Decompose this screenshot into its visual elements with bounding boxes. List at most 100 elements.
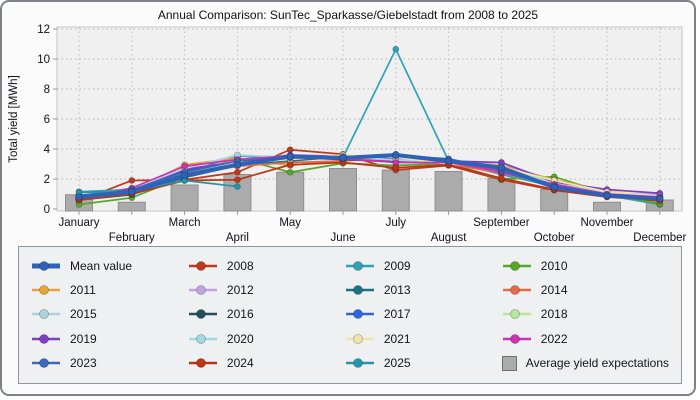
legend-line-swatch-icon bbox=[502, 309, 531, 320]
bar-february bbox=[117, 201, 146, 212]
legend-label: 2012 bbox=[226, 283, 254, 298]
x-tick-label-january: January bbox=[59, 217, 100, 229]
legend-line-swatch-icon bbox=[502, 333, 531, 344]
legend-item-2023[interactable]: 2023 bbox=[31, 356, 188, 371]
legend-label: 2015 bbox=[70, 307, 97, 322]
bar-november bbox=[593, 201, 621, 212]
y-tick-label-0: 0 bbox=[44, 204, 50, 216]
x-tick-label-october: October bbox=[534, 232, 575, 244]
legend-line-swatch-icon bbox=[32, 358, 60, 369]
series-marker-2024 bbox=[392, 164, 400, 172]
legend-label: 2019 bbox=[70, 331, 97, 346]
series-marker-2008 bbox=[128, 177, 136, 184]
legend-line-swatch-icon bbox=[188, 285, 217, 296]
y-tick-label-8: 8 bbox=[44, 84, 50, 96]
series-marker-mean-value bbox=[75, 193, 83, 201]
legend-line-swatch-icon bbox=[188, 309, 217, 320]
bar-may bbox=[276, 171, 305, 212]
series-marker-2010 bbox=[286, 168, 294, 176]
legend-label: 2010 bbox=[540, 259, 568, 274]
legend-bar-swatch-icon bbox=[501, 355, 517, 371]
series-marker-2009 bbox=[392, 45, 400, 53]
x-tick-label-april: April bbox=[226, 232, 249, 244]
legend-label: Mean value bbox=[70, 259, 133, 274]
x-tick-label-may: May bbox=[279, 217, 301, 229]
legend-label: 2023 bbox=[70, 356, 97, 371]
y-tick-label-2: 2 bbox=[44, 174, 50, 186]
bar-june bbox=[329, 168, 357, 212]
bar-august bbox=[434, 171, 463, 212]
legend: Mean value 2008 2009 2010 2011 2012 2013 2014 20… bbox=[18, 246, 682, 384]
series-marker-mean-value bbox=[550, 183, 558, 192]
legend-line-swatch-icon bbox=[32, 333, 60, 344]
bar-july bbox=[381, 169, 410, 212]
series-marker-2022 bbox=[181, 162, 189, 170]
series-marker-2024 bbox=[286, 161, 294, 169]
series-line-2025 bbox=[78, 179, 239, 194]
legend-label: 2025 bbox=[383, 356, 411, 371]
legend-label: 2020 bbox=[226, 331, 254, 346]
bar-march bbox=[170, 184, 199, 212]
series-marker-mean-value bbox=[286, 152, 295, 161]
series-marker-2024 bbox=[233, 176, 241, 184]
legend-line-swatch-icon bbox=[345, 358, 374, 369]
series-marker-2025 bbox=[233, 183, 241, 190]
legend-label: 2016 bbox=[226, 307, 254, 322]
legend-line-swatch-icon bbox=[32, 285, 60, 296]
chart-title: Annual Comparison: SunTec_Sparkasse/Gieb… bbox=[157, 8, 539, 22]
x-tick-label-march: March bbox=[169, 217, 201, 229]
legend-label: 2018 bbox=[540, 307, 568, 322]
legend-line-swatch-icon bbox=[345, 309, 374, 320]
legend-line-swatch-icon bbox=[32, 261, 60, 272]
legend-item-2008[interactable]: 2008 bbox=[188, 259, 345, 273]
legend-line-swatch-icon bbox=[345, 333, 374, 344]
legend-label: 2017 bbox=[383, 307, 411, 322]
x-tick-label-september: September bbox=[473, 217, 529, 229]
legend-line-swatch-icon bbox=[188, 261, 217, 272]
legend-line-swatch-icon bbox=[32, 309, 60, 320]
x-tick-label-december: December bbox=[633, 232, 686, 244]
legend-item-2015[interactable]: 2015 bbox=[31, 307, 188, 321]
legend-line-swatch-icon bbox=[188, 358, 217, 369]
series-marker-mean-value bbox=[655, 194, 664, 203]
series-marker-2008 bbox=[233, 168, 241, 176]
legend-item-mean-value[interactable]: Mean value bbox=[31, 259, 188, 273]
legend-label: Average yield expectations bbox=[525, 356, 669, 371]
legend-item-2013[interactable]: 2013 bbox=[345, 283, 502, 297]
x-tick-label-august: August bbox=[431, 232, 468, 244]
legend-item-average-yield-expectations[interactable]: Average yield expectations bbox=[501, 355, 669, 371]
series-line-2022 bbox=[78, 154, 661, 199]
y-tick-label-12: 12 bbox=[37, 24, 50, 36]
series-mean-value bbox=[75, 151, 664, 203]
bar-september bbox=[487, 177, 516, 212]
y-axis-label: Total yield [MWh] bbox=[8, 75, 20, 163]
legend-line-swatch-icon bbox=[188, 333, 217, 344]
legend-label: 2014 bbox=[540, 283, 568, 298]
legend-line-swatch-icon bbox=[345, 285, 374, 296]
series-marker-mean-value bbox=[233, 160, 242, 169]
legend-item-2012[interactable]: 2012 bbox=[188, 283, 345, 297]
legend-item-2017[interactable]: 2017 bbox=[345, 307, 502, 321]
series-marker-mean-value bbox=[391, 151, 400, 159]
legend-item-2022[interactable]: 2022 bbox=[502, 332, 669, 346]
x-tick-label-february: February bbox=[109, 232, 155, 244]
legend-item-2020[interactable]: 2020 bbox=[188, 332, 345, 346]
legend-line-swatch-icon bbox=[502, 261, 531, 272]
legend-item-2016[interactable]: 2016 bbox=[188, 307, 345, 321]
legend-label: 2021 bbox=[383, 331, 411, 346]
legend-item-2025[interactable]: 2025 bbox=[345, 356, 502, 371]
legend-item-2010[interactable]: 2010 bbox=[502, 259, 669, 273]
legend-label: 2013 bbox=[383, 283, 411, 298]
legend-item-2009[interactable]: 2009 bbox=[345, 259, 502, 273]
series-marker-mean-value bbox=[128, 187, 136, 196]
legend-label: 2009 bbox=[383, 259, 411, 274]
legend-item-2018[interactable]: 2018 bbox=[502, 307, 669, 321]
legend-label: 2011 bbox=[70, 283, 96, 298]
y-tick-label-4: 4 bbox=[44, 144, 51, 156]
legend-item-2019[interactable]: 2019 bbox=[31, 332, 188, 346]
legend-item-2014[interactable]: 2014 bbox=[502, 283, 669, 297]
legend-item-2021[interactable]: 2021 bbox=[345, 332, 502, 346]
series-marker-2024 bbox=[497, 174, 505, 182]
legend-item-2024[interactable]: 2024 bbox=[188, 356, 345, 371]
legend-item-2011[interactable]: 2011 bbox=[31, 283, 188, 297]
